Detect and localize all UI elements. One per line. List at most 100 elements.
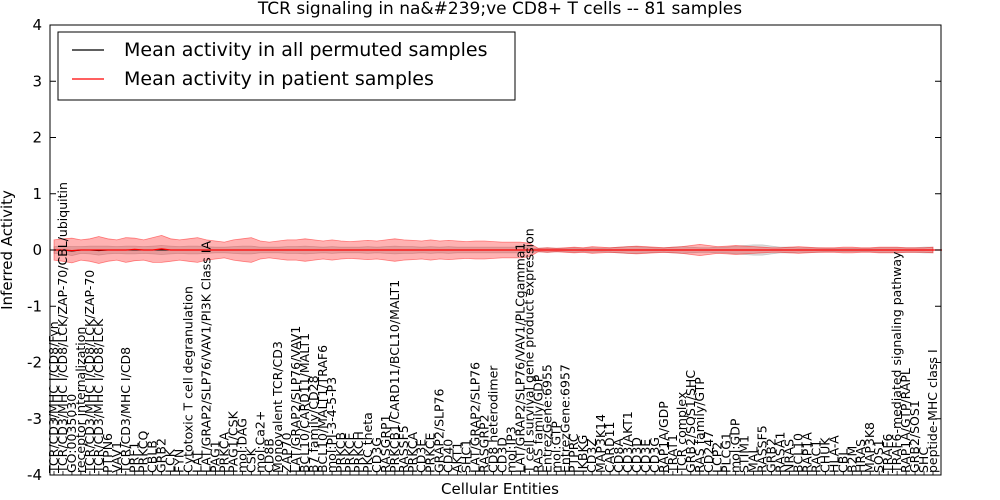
entity-label: GO:0035030 <box>64 394 79 473</box>
entity-label: MAP3K8 <box>862 422 877 473</box>
entity-label: MAP3K14 <box>593 414 608 473</box>
entity-label: CD8A <box>611 438 626 473</box>
entity-label: ZAP70 <box>279 432 294 473</box>
y-tick-label: 0 <box>32 241 42 259</box>
entity-label: mol:IP3 <box>503 426 518 473</box>
y-tick-label: 2 <box>32 129 42 147</box>
entity-label: LAT <box>190 450 205 473</box>
y-axis-title: Inferred Activity <box>0 190 16 310</box>
entity-label: RASSF5 <box>396 425 411 473</box>
chart-title: TCR signaling in na&#239;ve CD8+ T cells… <box>257 0 742 19</box>
lines-layer <box>54 248 942 252</box>
entity-label: GRAP2/SLP76 <box>432 388 447 473</box>
entity-label: CD3E <box>638 439 653 473</box>
entity-label: LAT/GRAP2/SLP76/VAV1/PI3K Class IA <box>199 241 214 473</box>
entity-label: LAT/GRAP2/SLP76/VAV1 <box>288 326 303 473</box>
y-tick-label: -2 <box>27 354 42 372</box>
entity-label: PRKCA <box>405 432 420 473</box>
entity-label: RAS family/GTP <box>692 377 707 473</box>
y-tick-label: 3 <box>32 72 42 90</box>
entity-label: CD247 <box>701 431 716 473</box>
entity-label: mol:PI-3-4-5-P3 <box>324 377 339 473</box>
entity-label: CD3G <box>369 437 384 473</box>
entity-label: mol:GTP <box>548 421 563 473</box>
entity-label: PRKCE <box>423 433 438 473</box>
y-tick-label: 4 <box>32 16 42 34</box>
entity-label: PKC theta <box>360 412 375 473</box>
entity-label: RASGRP2 <box>477 414 492 473</box>
patient-mean-line <box>54 248 942 252</box>
entity-label: PRKCQ <box>136 431 151 473</box>
entity-label: peptide-MHC class I <box>925 349 940 473</box>
y-tick-label: -3 <box>27 410 42 428</box>
entity-label: CD8B <box>261 438 276 473</box>
entity-label: MAL <box>746 447 761 473</box>
entity-label: CSK <box>243 447 258 473</box>
entity-label: HLA-A <box>826 435 841 473</box>
entity-label: PAG1/CSK <box>225 410 240 473</box>
entity-label: CBLB <box>145 440 160 473</box>
entity-label: LCP2 <box>710 442 725 473</box>
entity-label: PRKCH <box>351 431 366 473</box>
legend-box <box>57 31 516 101</box>
entity-label: RASA1 <box>773 432 788 473</box>
entity-label: PRKCB1/CARD11/BCL10/MALT1 <box>387 280 402 473</box>
entity-label: IKBKG <box>575 435 590 473</box>
entity-label: NRAS <box>782 439 797 473</box>
entity-label: RASGRP1 <box>378 414 393 473</box>
entity-label: VAV1 <box>109 441 124 473</box>
entity-label: T cell survival gene product expression <box>521 228 536 474</box>
entity-label: PRKCE <box>342 433 357 473</box>
entity-label: PRKCA <box>216 432 231 473</box>
entity-label: CHUK <box>817 437 832 473</box>
entity-label: PRKCB <box>333 432 348 473</box>
entity-label: CD40 <box>441 439 456 473</box>
entity-label: LAT/GRAP2/SLP76/VAV1/PLCgamma1 <box>512 243 527 473</box>
entity-label: LAT/GRAP2/SLP76 <box>468 362 483 473</box>
entity-label: BCL10 <box>791 433 806 473</box>
entity-label: TCR/CD3/MHC I/CD8/LCK <box>91 318 106 474</box>
ticks-layer: 4 3 2 1 0 -1 -2 -3 -4 <box>27 16 941 484</box>
entity-label: LCK <box>163 448 178 473</box>
entity-label: TCR/CD3/MHC I/CD8/LCK/ZAP-70/CBL/ubiquit… <box>55 182 70 474</box>
entity-label: GRB2/SOS1 <box>907 400 922 473</box>
entity-label: GRB2 <box>764 438 779 473</box>
entity-label: Monovalent TCR/CD3 <box>270 341 285 473</box>
entity-label: mol:Ca2+ <box>252 411 267 473</box>
entity-label: CD3/AKT1 <box>620 411 635 473</box>
entity-label: CD8 heterodimer <box>486 365 501 473</box>
entity-label: PTPRC <box>566 433 581 473</box>
entity-label: PTPN6 <box>100 433 115 473</box>
entity-label: PLCG1 <box>719 432 734 473</box>
entity-label: GRB2/SOS1/SHC <box>683 370 698 473</box>
entity-label: CARD11 <box>602 422 617 474</box>
plot-frame <box>49 24 942 476</box>
legend-label-permuted: Mean activity in all permuted samples <box>124 39 487 61</box>
entity-label: PAG1 <box>207 440 222 473</box>
entity-label: mol:DAG <box>234 418 249 473</box>
entity-label: CD3E <box>414 439 429 473</box>
entity-label: SHC <box>916 447 931 473</box>
entity-label: CD3D <box>495 437 510 473</box>
entity-label: TRAF6-mediated signaling pathway <box>889 251 904 474</box>
entity-label: RAP1A <box>799 432 814 473</box>
entity-label: CD3G <box>647 437 662 473</box>
entity-label: HRAS <box>853 439 868 473</box>
entity-label: CD3D <box>629 437 644 473</box>
entity-label: STIM1 <box>737 435 752 473</box>
entity-label: TCR complex <box>674 392 689 474</box>
entity-label: RASSF5 <box>755 425 770 473</box>
entity-label: SHC1 <box>459 439 474 473</box>
entity-label: RAS family/GDP <box>530 374 545 473</box>
entity-label: EntrezGene:6955 <box>539 364 554 473</box>
entity-label: TCR/CD3/MHC I/CD8 <box>118 347 133 474</box>
entity-label: EntrezGene:6957 <box>557 364 572 473</box>
entity-label: PRF1 <box>127 442 142 473</box>
entity-label: CBL <box>835 449 850 473</box>
entity-label: RAC1 <box>808 440 823 473</box>
entity-label: TCR/CD3/MHC I/CD8/LCK/ZAP-70 <box>82 270 97 474</box>
entity-label: RAP1A/GTP/RAPL <box>898 368 913 473</box>
entity-label: CD3Z <box>584 438 599 473</box>
entity-label: FYN <box>172 449 187 473</box>
